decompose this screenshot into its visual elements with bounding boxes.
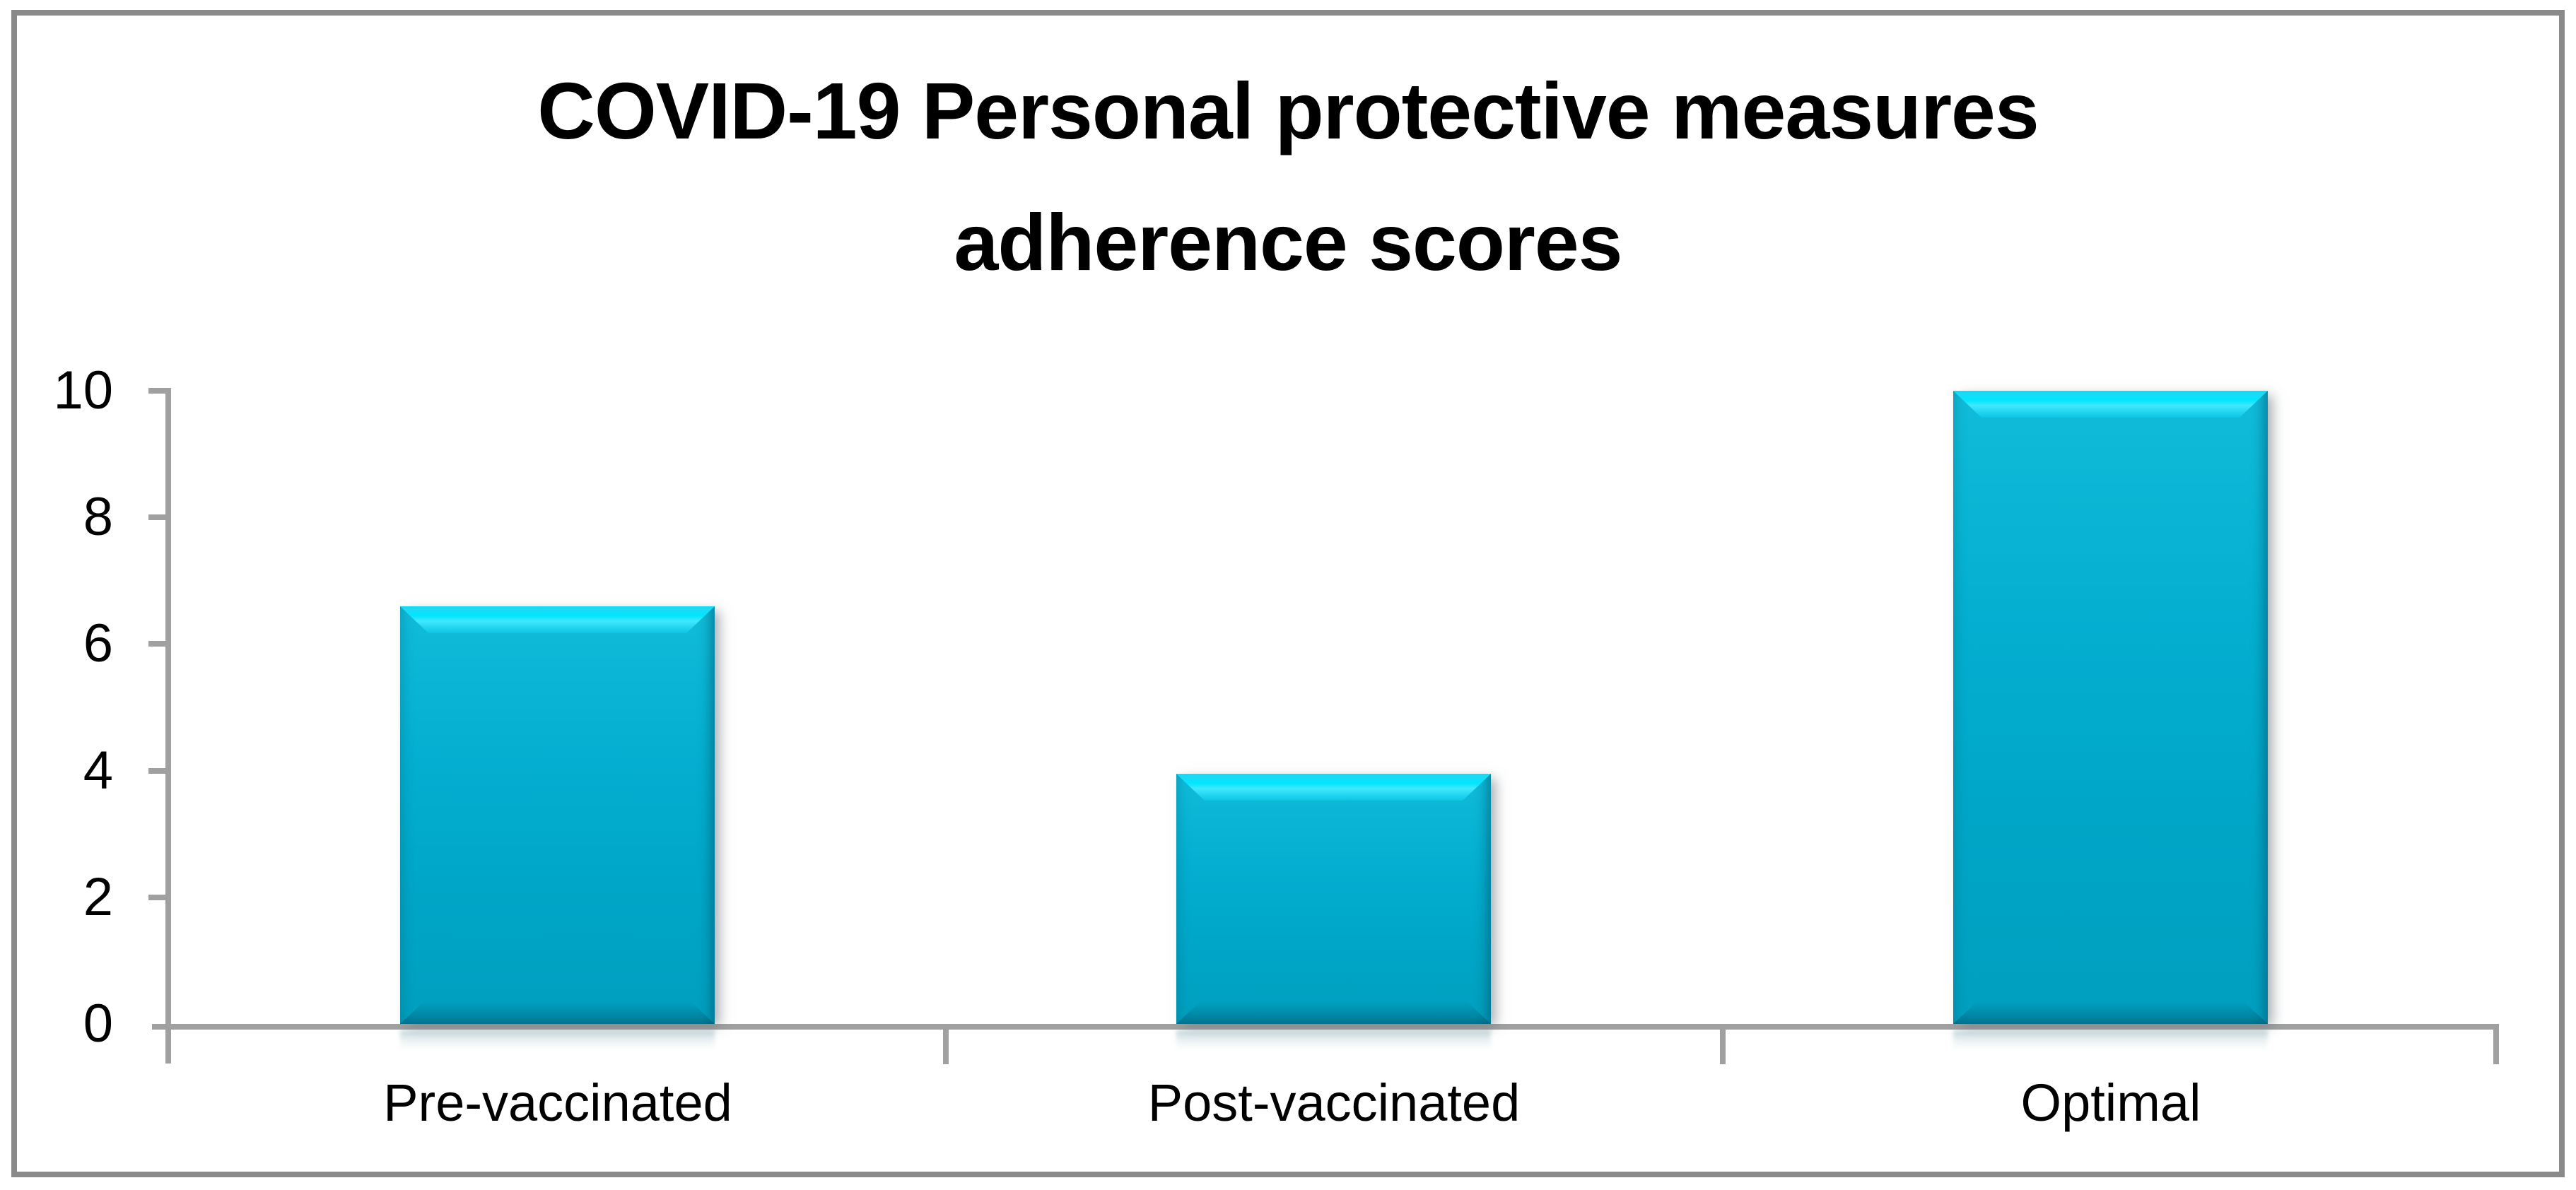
x-axis-category-tick: [1720, 1024, 1726, 1064]
y-axis-line: [165, 388, 171, 1064]
x-axis-line: [152, 1024, 2499, 1030]
y-axis-tick-mark: [148, 895, 171, 900]
x-axis-category-tick: [943, 1024, 949, 1064]
y-axis-tick-label-8: 8: [83, 487, 113, 547]
bar-reflection: [400, 1030, 715, 1050]
y-axis-tick-mark: [148, 768, 171, 774]
bar-reflection: [1953, 1030, 2268, 1050]
chart-title-line-2: adherence scores: [954, 198, 1622, 287]
y-axis-tick-label-2: 2: [83, 867, 113, 927]
y-axis-tick-mark: [148, 641, 171, 647]
y-axis-tick-mark: [148, 388, 171, 394]
y-axis-tick-mark: [148, 514, 171, 520]
y-axis-tick-label-6: 6: [83, 613, 113, 673]
x-axis-category-tick: [2493, 1024, 2499, 1064]
y-axis-tick-label-10: 10: [53, 360, 113, 420]
y-axis-tick-label-4: 4: [83, 741, 113, 801]
bar-post-vaccinated: [1176, 774, 1491, 1024]
y-axis-tick-label-0: 0: [83, 994, 113, 1054]
bar-optimal: [1953, 391, 2268, 1024]
x-axis-label-pre-vaccinated: Pre-vaccinated: [383, 1073, 732, 1132]
bar-reflection: [1176, 1030, 1491, 1050]
bar-pre-vaccinated: [400, 606, 715, 1024]
x-axis-label-optimal: Optimal: [2020, 1073, 2201, 1132]
chart-title: COVID-19 Personal protective measures ad…: [0, 45, 2576, 308]
chart-title-line-1: COVID-19 Personal protective measures: [537, 66, 2039, 155]
x-axis-label-post-vaccinated: Post-vaccinated: [1147, 1073, 1521, 1132]
